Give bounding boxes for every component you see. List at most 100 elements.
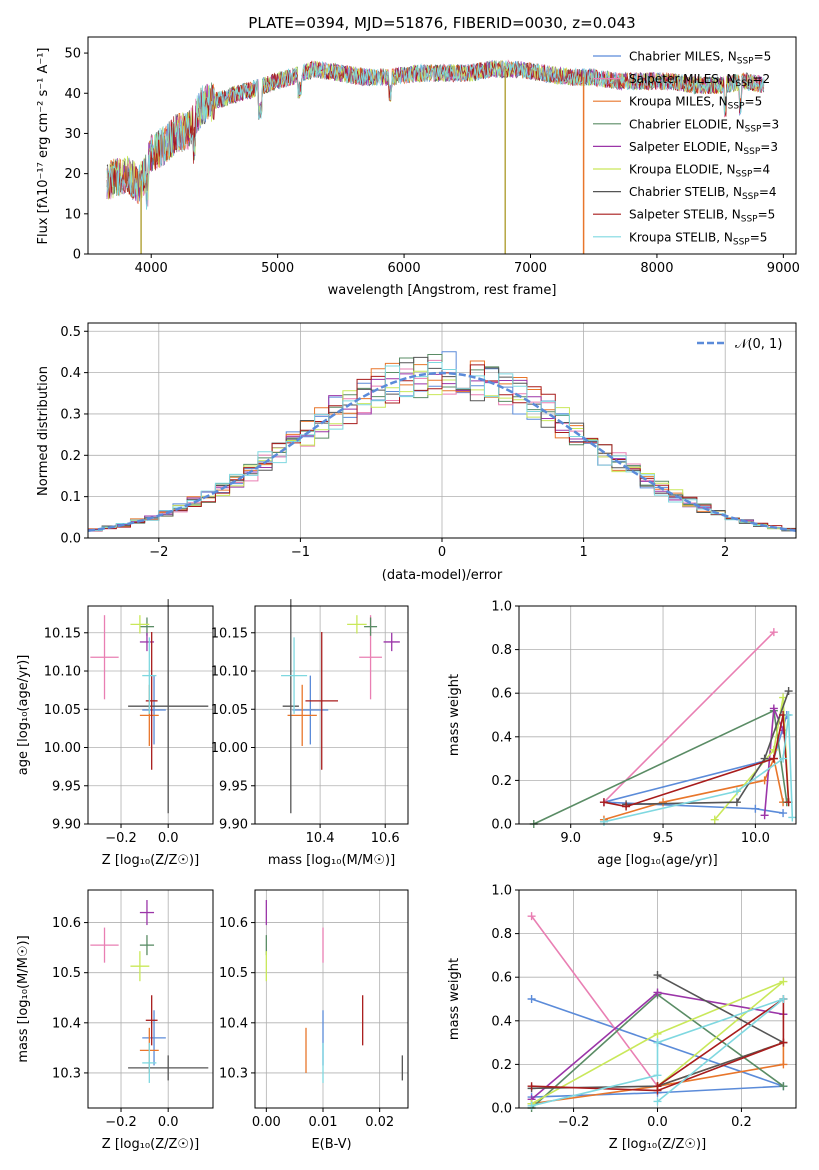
x-tick-label: −1 [291,545,310,560]
panel-xlabel: Z [log₁₀(Z/Z☉)] [102,1137,199,1152]
legend-label: Salpeter MILES, NSSP=2 [629,72,770,89]
panel-frame [518,605,797,825]
panel-age-vs-mass: 10.4 10.6 9.90 9.95 10.00 10.05 10.10 10.15 mass… [211,599,409,868]
panel-ylabel: mass weight [447,958,462,1040]
panel-marks [90,599,209,814]
panel-mass-vs-Z: −0.2 0.0 10.3 10.4 10.5 10.6 Z [log₁₀(Z/Z☉)] ma… [16,889,214,1152]
panel-xlabel: age [log₁₀(age/yr)] [597,853,718,868]
y-tick-label: 10.3 [219,1066,248,1081]
x-tick-label: 0.0 [158,831,179,846]
weight-marker [653,1038,662,1047]
y-tick-label: 0.0 [491,818,512,833]
y-tick-label: 0.5 [60,325,81,340]
weight-marker [788,813,797,822]
x-tick-label: −2 [149,545,168,560]
weight-line [626,690,790,806]
weight-marker [784,711,793,719]
legend-subscript: SSP [728,102,745,112]
y-tick-label: 9.95 [219,779,248,794]
x-tick-label: −0.2 [558,1115,590,1130]
weight-line [603,714,790,808]
legend-label: Kroupa MILES, NSSP=5 [629,95,762,112]
spectrum-legend: Chabrier MILES, NSSP=5 Salpeter MILES, NS… [593,50,779,247]
y-tick-label: 0 [73,248,81,263]
x-tick-label: −0.2 [105,831,137,846]
y-tick-label: 10.6 [52,916,81,931]
panel-marks [90,900,209,1083]
residuals-xlabel: (data-model)/error [382,568,503,583]
weight-marker [779,1060,788,1069]
legend-subscript: SSP [736,170,753,180]
weight-line [530,915,659,1087]
y-tick-label: 9.90 [219,818,248,833]
legend-value: =2 [752,72,770,86]
legend-label: Kroupa ELODIE, NSSP=4 [629,163,770,180]
legend-label: Salpeter STELIB, NSSP=5 [629,208,775,225]
small-panels: −0.2 0.0 9.90 9.95 10.00 10.05 10.10 10.15 Z [lo… [16,599,797,1152]
legend-value: =5 [745,95,763,109]
weight-line [531,980,784,1105]
panel-weight-vs-Z: −0.2 0.0 0.2 0.0 0.2 0.4 0.6 0.8 1.0 Z [log₁₀(Z/Z… [447,884,797,1152]
panel-xlabel: E(B-V) [311,1137,351,1152]
residuals-frame [87,322,797,539]
x-tick-label: 8000 [640,261,673,276]
residuals-histograms [87,351,797,532]
spectrum-panel: PLATE=0394, MJD=51876, FIBERID=0030, z=0… [36,14,800,298]
panel-marks [529,628,797,828]
y-tick-label: 1.0 [491,600,512,615]
y-tick-label: 10.00 [211,741,248,756]
y-tick-label: 10.6 [219,916,248,931]
reference-legend-label: 𝒩(0, 1) [735,337,782,352]
panel-xlabel: Z [log₁₀(Z/Z☉)] [609,1137,706,1152]
y-tick-label: 0.8 [491,927,512,942]
x-tick-label: 0.00 [252,1115,281,1130]
weight-marker [653,971,662,980]
legend-value: =3 [761,117,779,131]
legend-label: Chabrier STELIB, NSSP=4 [629,185,777,202]
weight-line [603,755,784,821]
y-tick-label: 0.8 [491,643,512,658]
panel-frame [87,889,214,1109]
weight-marker [527,995,536,1003]
x-tick-label: 6000 [388,261,421,276]
x-tick-label: 0.0 [647,1115,668,1130]
weight-marker [769,628,778,637]
x-tick-label: 0 [438,545,446,560]
panel-ylabel: mass [log₁₀(M/M☉)] [16,935,31,1062]
legend-value: =3 [760,140,778,154]
y-tick-label: 0.3 [60,407,81,422]
weight-marker [653,988,662,997]
weight-marker [779,977,788,986]
x-tick-label: 0.2 [731,1115,752,1130]
weight-marker [527,1082,536,1091]
weight-marker [653,1029,662,1038]
y-tick-label: 0.0 [60,532,81,547]
legend-subscript: SSP [733,237,750,247]
y-tick-label: 0.6 [491,971,512,986]
panel-marks [527,912,788,1112]
legend-value: =4 [759,185,777,199]
y-tick-label: 10.15 [211,626,248,641]
weight-marker [779,1038,788,1047]
normal-reference-curve [87,371,797,532]
x-tick-label: 5000 [261,261,294,276]
spectrum-frame [87,36,797,255]
y-tick-label: 10.3 [52,1066,81,1081]
weight-marker [732,798,741,807]
x-tick-label: 10.4 [306,831,335,846]
spectrum-ylabel: Flux [fλ10⁻¹⁷ erg cm⁻² s⁻¹ A⁻¹] [36,48,51,245]
weight-marker [653,1097,662,1106]
panel-mass-vs-EBV: 0.00 0.01 0.02 10.3 10.4 10.5 10.6 E(B-V) [219,889,409,1152]
weight-marker [659,798,668,807]
legend-label: Kroupa STELIB, NSSP=5 [629,230,767,247]
y-tick-label: 10 [64,207,81,222]
legend-value: =5 [750,230,768,244]
weight-line [531,974,786,1090]
legend-value: =5 [758,208,776,222]
residual-histogram [88,362,796,532]
weight-marker [653,1071,662,1080]
spectrum-line [106,60,765,210]
weight-marker [760,811,769,820]
legend-subscript: SSP [743,147,760,157]
